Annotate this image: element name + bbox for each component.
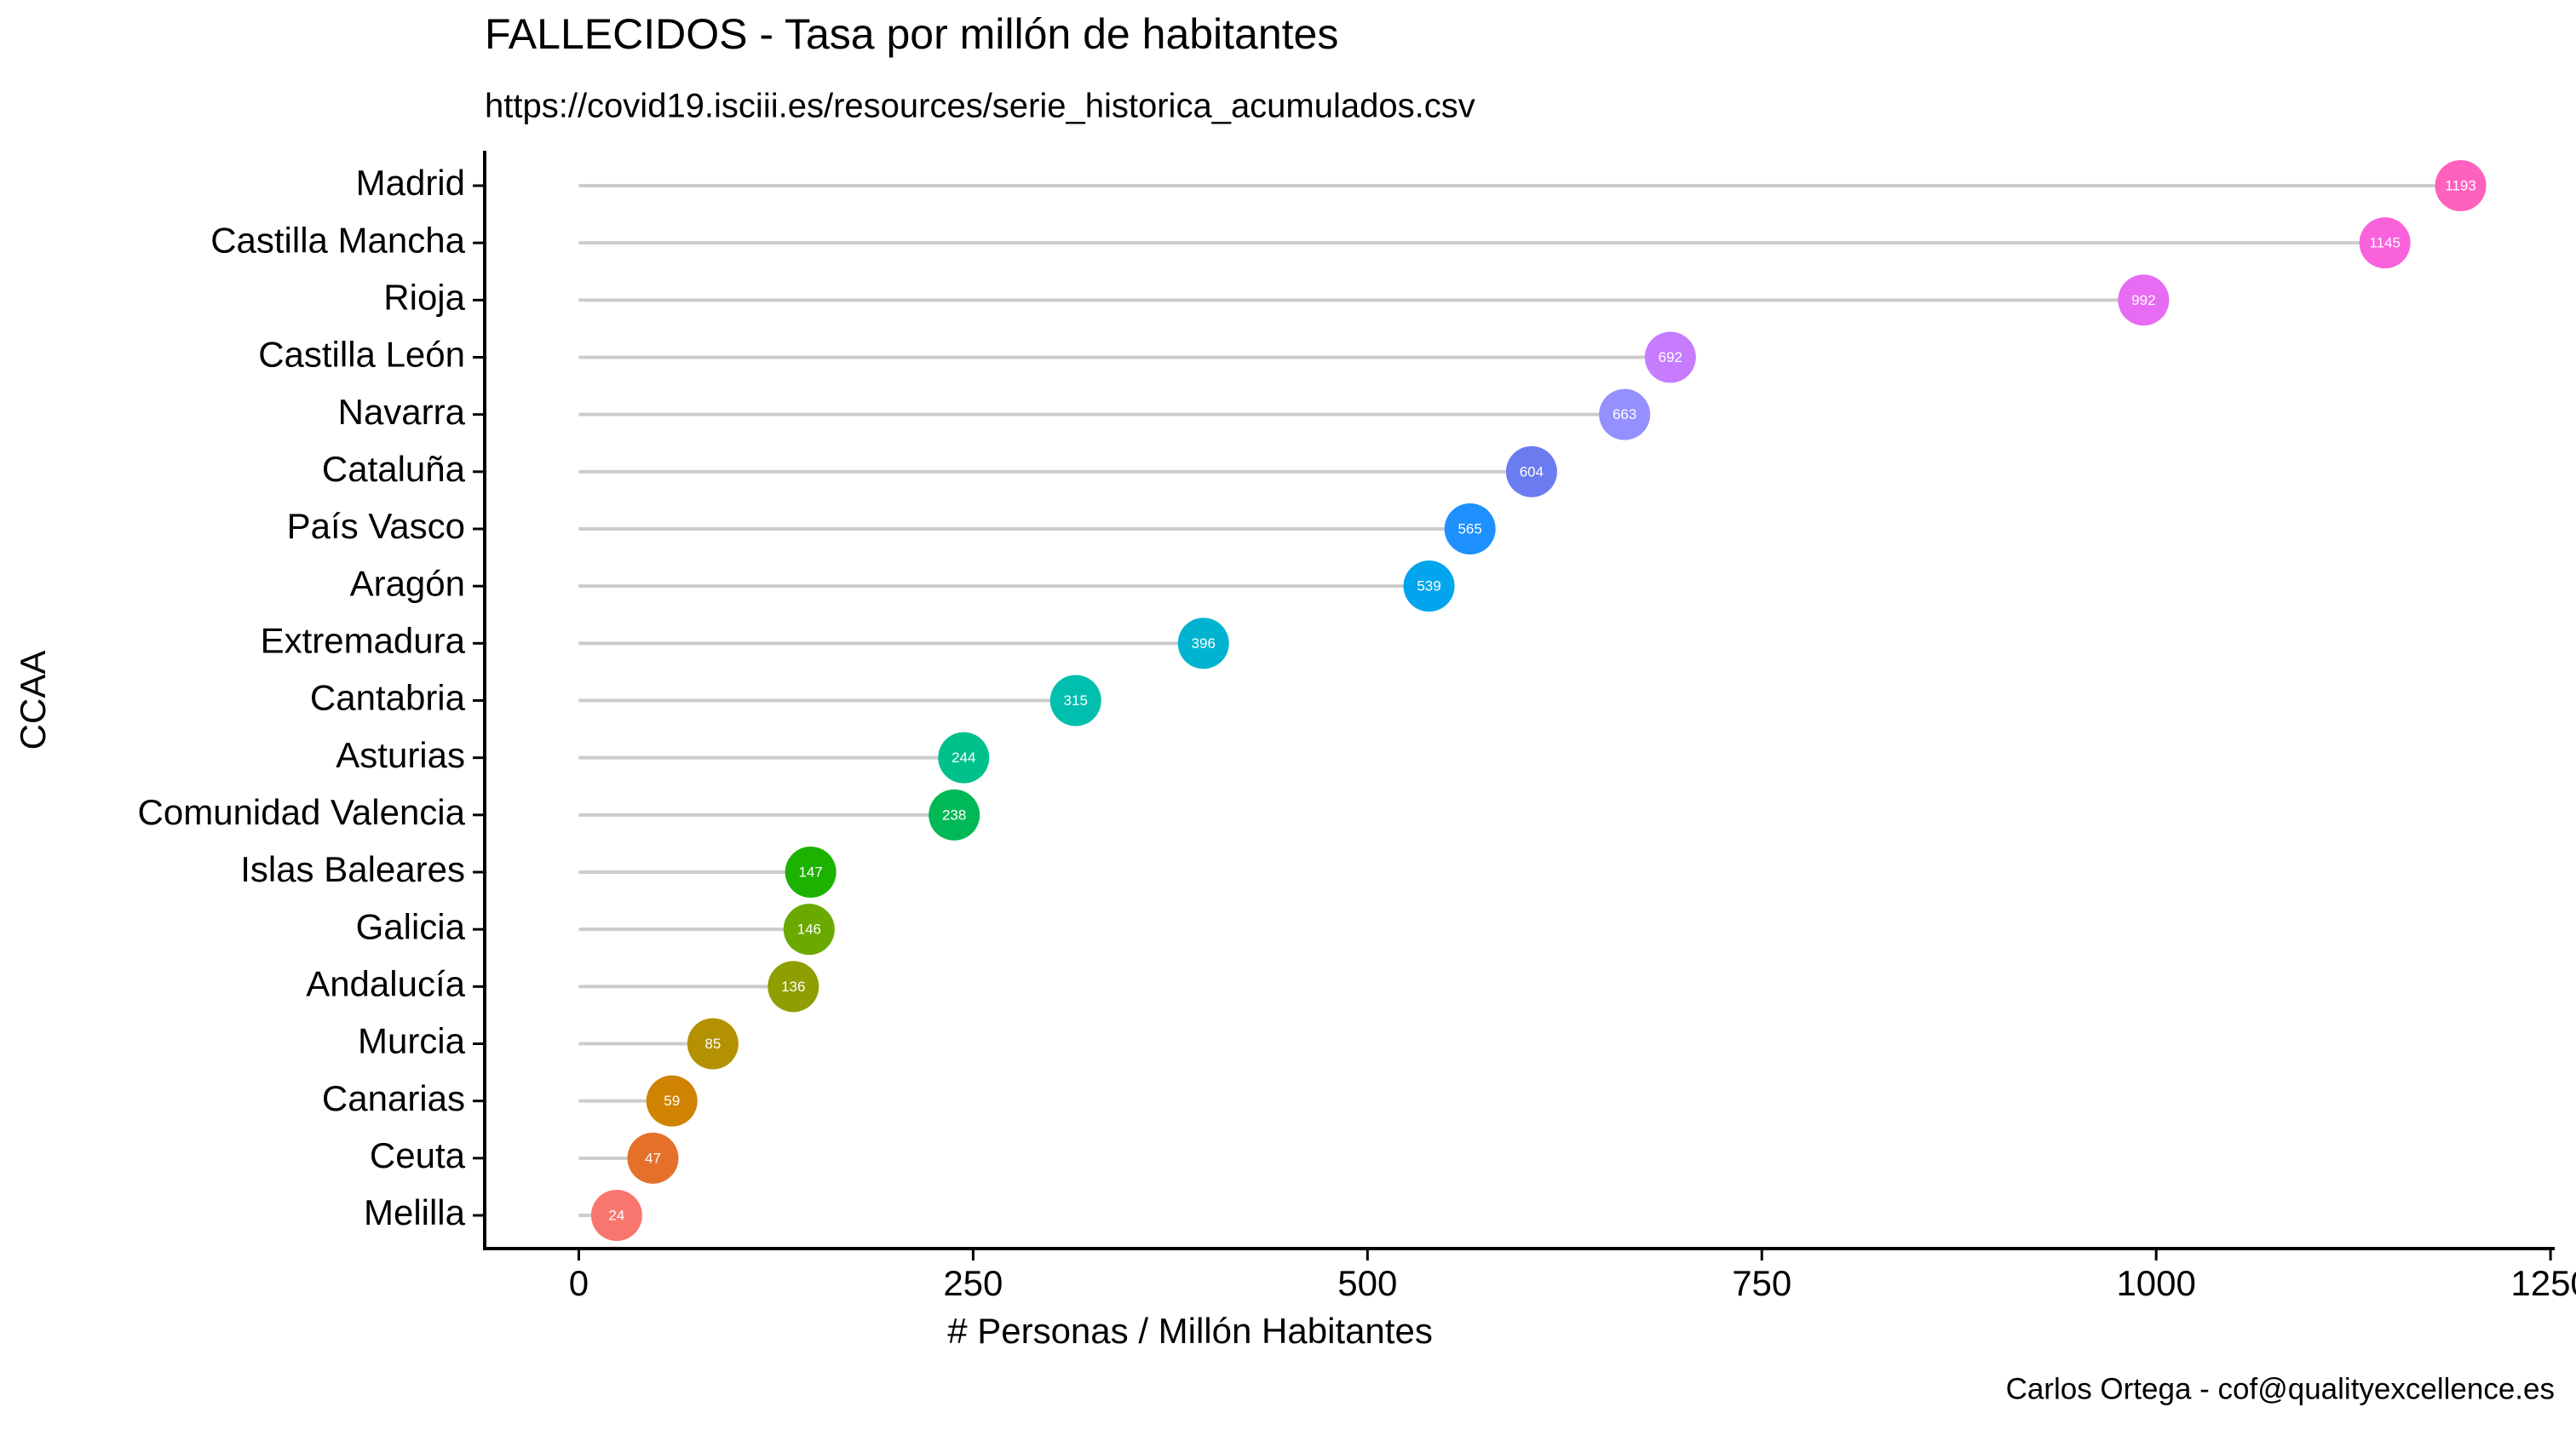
dot [1177, 617, 1229, 669]
y-tick-label: Navarra [338, 392, 466, 432]
dot [2118, 274, 2170, 326]
value-label: 992 [2131, 292, 2155, 308]
y-tick-label: Madrid [356, 163, 465, 203]
y-tick-label: Canarias [322, 1078, 465, 1118]
y-tick-label: Cataluña [322, 449, 466, 489]
value-label: 692 [1659, 349, 1682, 365]
dot [1644, 331, 1696, 383]
value-label: 47 [645, 1150, 661, 1166]
y-tick-label: Ceuta [370, 1135, 466, 1175]
y-tick-label: Rioja [383, 277, 465, 317]
value-label: 539 [1417, 578, 1440, 594]
value-label: 146 [797, 922, 821, 938]
value-label: 59 [664, 1093, 680, 1109]
dot [646, 1075, 698, 1127]
value-label: 565 [1458, 520, 1481, 537]
value-label: 663 [1613, 406, 1636, 422]
dot [1505, 445, 1557, 497]
x-axis-title: # Personas / Millón Habitantes [947, 1311, 1433, 1351]
y-tick-label: País Vasco [287, 506, 465, 546]
y-tick-label: Islas Baleares [240, 849, 465, 889]
value-label: 136 [781, 979, 805, 995]
y-tick-label: Castilla Mancha [210, 220, 465, 260]
dot [1403, 560, 1455, 612]
dot [1049, 675, 1101, 726]
y-tick-label: Extremadura [261, 620, 466, 660]
dot [1444, 503, 1496, 554]
value-label: 24 [608, 1207, 624, 1223]
dot [768, 961, 819, 1013]
dot [2435, 160, 2487, 211]
x-tick-label: 0 [569, 1263, 589, 1303]
dot [687, 1018, 739, 1070]
x-tick-label: 250 [943, 1263, 1003, 1303]
y-tick-label: Galicia [356, 906, 466, 946]
value-label: 396 [1192, 635, 1216, 652]
x-tick-label: 500 [1337, 1263, 1397, 1303]
y-axis-title: CCAA [13, 651, 53, 750]
dot [627, 1132, 679, 1184]
y-tick-label: Murcia [358, 1021, 466, 1061]
dot [938, 732, 990, 784]
y-tick-label: Aragón [350, 563, 465, 603]
y-tick-label: Melilla [364, 1192, 466, 1232]
caption: Carlos Ortega - cof@qualityexcellence.es [2006, 1372, 2555, 1405]
dot [785, 847, 837, 898]
value-label: 604 [1520, 463, 1544, 480]
dot [590, 1190, 642, 1241]
y-tick-label: Andalucía [306, 963, 465, 1003]
value-label: 244 [952, 749, 975, 766]
x-tick-label: 1000 [2116, 1263, 2195, 1303]
value-label: 1145 [2369, 235, 2401, 251]
value-label: 147 [798, 864, 822, 880]
chart-title: FALLECIDOS - Tasa por millón de habitant… [485, 10, 1338, 58]
value-label: 315 [1064, 692, 1088, 709]
value-label: 1193 [2445, 177, 2476, 193]
chart-subtitle: https://covid19.isciii.es/resources/seri… [485, 88, 1475, 125]
y-tick-label: Castilla León [258, 335, 465, 375]
x-tick-label: 750 [1732, 1263, 1791, 1303]
dot [1599, 388, 1651, 440]
y-tick-label: Asturias [336, 735, 465, 775]
dot [929, 789, 980, 841]
dot [783, 904, 835, 956]
y-tick-label: Comunidad Valencia [138, 792, 466, 832]
value-label: 85 [704, 1036, 721, 1052]
value-label: 238 [942, 807, 966, 823]
dot [2359, 217, 2411, 269]
x-tick-label: 1250 [2510, 1263, 2576, 1303]
y-tick-label: Cantabria [310, 678, 466, 718]
